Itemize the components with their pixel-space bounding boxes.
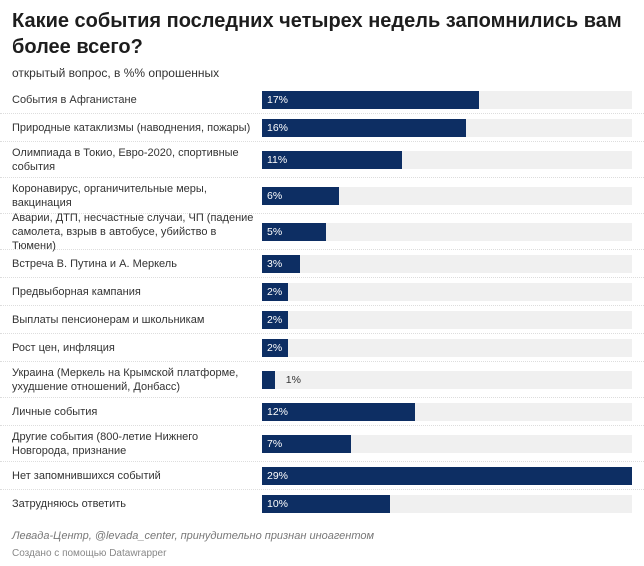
bar-row: Нет запомнившихся событий 29% (0, 462, 644, 490)
value-label: 2% (267, 341, 283, 354)
bar (262, 338, 288, 357)
bar-track: 2% (262, 310, 632, 329)
category-label: Нет запомнившихся событий (12, 469, 161, 482)
category-label: Предвыборная кампания (12, 285, 141, 298)
bar-track: 16% (262, 118, 632, 137)
bar-row: Рост цен, инфляция 2% (0, 334, 644, 362)
bar-track: 2% (262, 338, 632, 357)
bar (262, 282, 288, 301)
value-label: 17% (267, 93, 289, 106)
bar-track: 10% (262, 495, 632, 513)
bar-track: 17% (262, 90, 632, 109)
bar-row: Украина (Меркель на Крымской платформе, … (0, 362, 644, 398)
bar-track: 3% (262, 254, 632, 273)
value-label: 5% (267, 225, 283, 238)
bar-row: События в Афганистане 17% (0, 86, 644, 114)
value-label: 2% (267, 313, 283, 326)
bar-track: 1% (262, 370, 632, 389)
chart-title: Какие события последних четырех недель з… (12, 10, 622, 58)
value-label: 11% (267, 153, 288, 166)
bar (262, 118, 467, 137)
bar (262, 310, 288, 329)
bar (262, 370, 275, 389)
value-label: 29% (267, 469, 289, 482)
value-label: 3% (267, 257, 283, 270)
category-label: Затрудняюсь ответить (12, 498, 127, 510)
bar (262, 402, 416, 421)
bar-track: 7% (262, 434, 632, 453)
source-note: Левада-Центр, @levada_center, принудител… (12, 530, 375, 542)
bar-row: Другие события (800-летие Нижнего Новгор… (0, 426, 644, 462)
bar-row: Предвыборная кампания 2% (0, 278, 644, 306)
bar (262, 186, 339, 205)
bar-row: Природные катаклизмы (наводнения, пожары… (0, 114, 644, 142)
category-label: Личные события (12, 405, 98, 418)
bar-row: Затрудняюсь ответить 10% (0, 490, 644, 518)
category-label: Природные катаклизмы (наводнения, пожары… (12, 121, 251, 134)
value-label: 7% (267, 437, 283, 450)
bar (262, 466, 632, 485)
bar (262, 150, 403, 169)
bar-row: Выплаты пенсионерам и школьникам 2% (0, 306, 644, 334)
bar (262, 254, 301, 273)
bar (262, 222, 326, 241)
bar-track: 11% (262, 150, 632, 169)
value-label: 6% (267, 189, 283, 202)
bar-row: Аварии, ДТП, несчастные случаи, ЧП (паде… (0, 211, 644, 252)
category-label: Коронавирус, органичительные меры, вакци… (12, 182, 207, 209)
category-label: Рост цен, инфляция (12, 341, 115, 354)
category-label: События в Афганистане (12, 93, 137, 106)
category-label: Встреча В. Путина и А. Меркель (12, 257, 177, 270)
credit-note: Создано с помощью Datawrapper (12, 548, 167, 559)
category-label: Олимпиада в Токио, Евро-2020, спортивные… (12, 146, 239, 173)
chart-subtitle: открытый вопрос, в %% опрошенных (12, 66, 220, 80)
bar-track: 12% (262, 402, 632, 421)
category-label: Выплаты пенсионерам и школьникам (12, 313, 205, 326)
bar (262, 495, 390, 513)
bar-track: 29% (262, 466, 632, 485)
bar-row: Встреча В. Путина и А. Меркель 3% (0, 250, 644, 278)
value-label: 16% (267, 121, 289, 134)
bar-row: Олимпиада в Токио, Евро-2020, спортивные… (0, 142, 644, 178)
bar-track: 6% (262, 186, 632, 205)
category-label: Украина (Меркель на Крымской платформе, … (12, 366, 239, 393)
value-label: 10% (267, 498, 289, 510)
bar-rows: События в Афганистане 17% Природные катакл… (0, 86, 644, 518)
bar-row: Личные события 12% (0, 398, 644, 426)
value-label: 2% (267, 285, 283, 298)
bar-row: Коронавирус, органичительные меры, вакци… (0, 178, 644, 214)
value-label: 1% (285, 373, 301, 386)
bar (262, 90, 479, 109)
value-label: 12% (267, 405, 289, 418)
category-label: Другие события (800-летие Нижнего Новгор… (12, 430, 199, 457)
bar-track: 5% (262, 222, 632, 241)
category-label: Аварии, ДТП, несчастные случаи, ЧП (паде… (12, 211, 254, 252)
bar (262, 434, 352, 453)
bar-track: 2% (262, 282, 632, 301)
